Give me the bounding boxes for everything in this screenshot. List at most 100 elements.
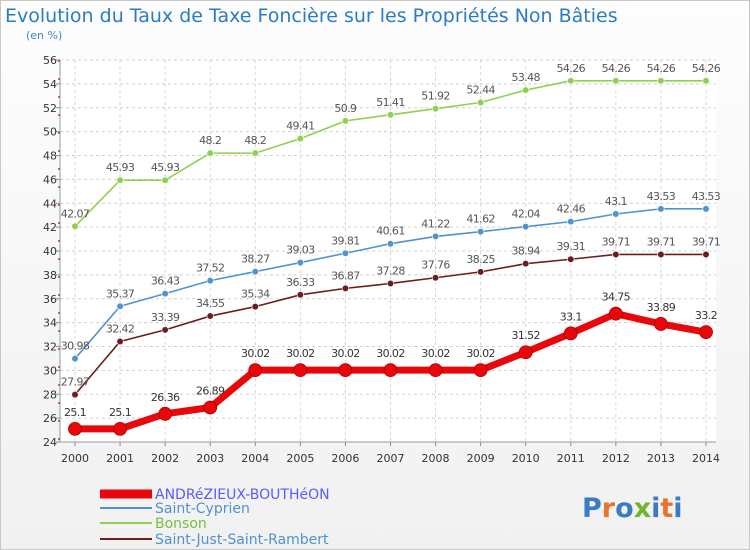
- y-tick-label: 32: [43, 341, 57, 354]
- data-point: [71, 355, 79, 363]
- legend-label: Saint-Cyprien: [155, 501, 250, 517]
- data-label: 35.37: [106, 287, 135, 300]
- x-tick-label: 2004: [241, 452, 269, 465]
- data-label: 33.1: [560, 310, 582, 323]
- data-label: 38.27: [241, 253, 270, 266]
- data-label: 26.36: [151, 391, 180, 404]
- logo-letter: r: [602, 493, 616, 524]
- data-label: 42.46: [557, 203, 586, 216]
- y-tick-label: 46: [43, 173, 57, 186]
- data-label: 30.02: [421, 347, 450, 360]
- data-label: 30.02: [331, 347, 360, 360]
- y-tick-label: 52: [43, 102, 57, 115]
- x-tick-label: 2001: [106, 452, 134, 465]
- x-tick-label: 2009: [467, 452, 495, 465]
- legend-label: Bonson: [155, 516, 207, 532]
- x-tick-label: 2011: [557, 452, 585, 465]
- y-tick-label: 26: [43, 412, 57, 425]
- data-label: 54.26: [602, 62, 631, 75]
- data-point: [477, 98, 485, 107]
- x-tick-label: 2007: [376, 452, 404, 465]
- data-label: 40.61: [376, 225, 405, 238]
- data-label: 25.1: [109, 406, 131, 419]
- data-point: [431, 232, 440, 241]
- data-label: 30.98: [61, 340, 90, 353]
- data-point: [567, 218, 575, 226]
- data-point: [699, 325, 713, 340]
- y-tick-label: 36: [43, 293, 57, 306]
- data-label: 39.31: [557, 240, 586, 253]
- x-tick-label: 2008: [422, 452, 450, 465]
- data-label: 51.41: [376, 96, 405, 109]
- y-tick-label: 28: [43, 388, 57, 401]
- data-label: 37.52: [196, 262, 225, 275]
- x-tick-label: 2012: [602, 452, 630, 465]
- data-point: [251, 303, 259, 311]
- data-label: 54.26: [557, 62, 586, 75]
- data-point: [477, 268, 485, 276]
- data-label: 41.62: [466, 213, 495, 226]
- data-point: [296, 135, 304, 143]
- data-point: [293, 363, 308, 378]
- data-point: [71, 222, 79, 230]
- data-point: [116, 176, 124, 184]
- data-point: [383, 363, 398, 378]
- data-point: [341, 249, 350, 257]
- x-tick-label: 2000: [61, 452, 89, 465]
- data-label: 49.41: [286, 120, 315, 133]
- x-tick-label: 2013: [647, 452, 675, 465]
- data-point: [251, 268, 259, 276]
- data-point: [113, 421, 127, 436]
- data-label: 33.2: [695, 309, 717, 322]
- data-point: [68, 421, 82, 436]
- data-point: [161, 176, 169, 184]
- data-point: [206, 312, 214, 320]
- logo-letter: x: [634, 493, 651, 524]
- y-tick-label: 42: [43, 221, 57, 234]
- proxiti-logo: Proxiti: [582, 493, 683, 524]
- y-tick-label: 48: [43, 150, 57, 163]
- y-tick-label: 30: [43, 364, 57, 377]
- x-tick-label: 2010: [512, 452, 540, 465]
- data-point: [206, 149, 214, 157]
- data-label: 36.87: [331, 269, 360, 282]
- data-point: [161, 326, 169, 334]
- data-point: [248, 363, 263, 378]
- data-label: 30.02: [466, 347, 495, 360]
- data-label: 42.04: [511, 208, 540, 221]
- data-label: 36.43: [151, 275, 180, 288]
- data-label: 39.71: [647, 235, 676, 248]
- y-tick-label: 44: [43, 197, 57, 210]
- data-label: 26.89: [196, 385, 225, 398]
- data-point: [341, 117, 350, 125]
- data-label: 27.97: [61, 376, 90, 389]
- data-label: 39.71: [602, 235, 631, 248]
- data-point: [657, 77, 665, 85]
- data-point: [386, 240, 395, 248]
- data-label: 30.02: [376, 347, 405, 360]
- legend-label: Saint-Just-Saint-Rambert: [155, 532, 329, 548]
- data-label: 39.03: [286, 244, 315, 257]
- data-point: [161, 290, 169, 298]
- data-label: 42.07: [61, 207, 90, 220]
- x-tick-label: 2002: [151, 452, 179, 465]
- data-point: [522, 223, 530, 231]
- data-label: 30.02: [286, 347, 315, 360]
- y-tick-label: 56: [43, 54, 57, 67]
- data-label: 33.39: [151, 311, 180, 324]
- data-label: 48.2: [199, 134, 221, 147]
- data-label: 38.94: [511, 245, 540, 258]
- y-tick-label: 50: [43, 126, 57, 139]
- data-label: 37.28: [376, 264, 405, 277]
- data-point: [518, 345, 533, 360]
- y-tick-label: 54: [43, 78, 57, 91]
- data-point: [71, 391, 79, 399]
- data-point: [158, 406, 173, 421]
- data-label: 43.53: [647, 190, 676, 203]
- data-label: 52.44: [466, 83, 495, 96]
- data-point: [657, 205, 665, 213]
- data-point: [608, 306, 623, 321]
- data-point: [612, 250, 620, 259]
- data-label: 51.92: [421, 90, 450, 103]
